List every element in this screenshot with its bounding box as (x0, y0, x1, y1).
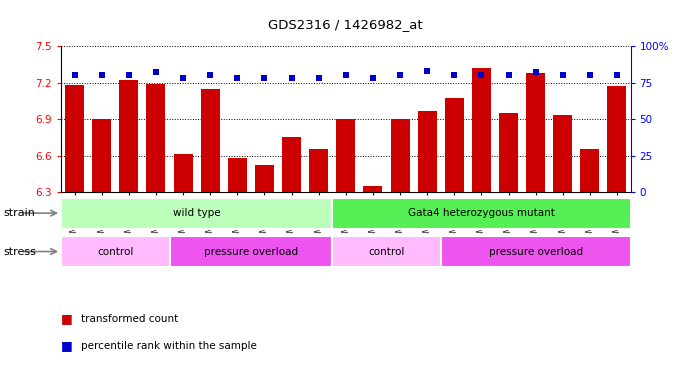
Point (123, 72, 134, 78)
Bar (363, 186, 382, 192)
Bar (201, 89, 220, 192)
Point (503, 72, 514, 78)
Text: strain: strain (3, 208, 35, 218)
Point (69, 72, 80, 78)
Bar (332, 236, 441, 267)
Text: pressure overload: pressure overload (204, 247, 298, 257)
Bar (282, 137, 301, 192)
Point (286, 75, 297, 81)
Point (449, 72, 460, 78)
Text: Gata4 heterozygous mutant: Gata4 heterozygous mutant (408, 208, 555, 218)
Text: pressure overload: pressure overload (489, 247, 582, 257)
Text: ■: ■ (61, 312, 73, 325)
Bar (526, 73, 545, 192)
Bar (391, 119, 410, 192)
Text: control: control (368, 247, 405, 257)
Point (313, 75, 324, 81)
Bar (61, 236, 170, 267)
Point (205, 72, 216, 78)
Bar (441, 236, 631, 267)
Point (367, 75, 378, 81)
Bar (580, 149, 599, 192)
Point (422, 68, 433, 74)
Bar (418, 111, 437, 192)
Text: ■: ■ (61, 339, 73, 352)
Bar (336, 119, 355, 192)
Text: transformed count: transformed count (81, 314, 178, 324)
Point (259, 75, 270, 81)
Point (476, 72, 487, 78)
Bar (119, 80, 138, 192)
Point (557, 72, 568, 78)
Bar (146, 84, 165, 192)
Bar (255, 165, 274, 192)
Text: stress: stress (3, 247, 36, 257)
Bar (92, 119, 111, 192)
Text: GDS2316 / 1426982_at: GDS2316 / 1426982_at (268, 18, 423, 31)
Point (151, 69, 161, 75)
Bar (332, 197, 631, 228)
Bar (499, 113, 518, 192)
Point (530, 69, 541, 75)
Bar (174, 154, 193, 192)
Bar (228, 158, 247, 192)
Point (395, 72, 405, 78)
Bar (553, 115, 572, 192)
Bar (607, 86, 626, 192)
Point (232, 75, 243, 81)
Point (96, 72, 107, 78)
Bar (309, 149, 328, 192)
Bar (472, 68, 491, 192)
Text: percentile rank within the sample: percentile rank within the sample (81, 341, 257, 351)
Point (178, 75, 188, 81)
Bar (61, 197, 332, 228)
Point (612, 72, 622, 78)
Bar (65, 85, 84, 192)
Text: control: control (97, 247, 134, 257)
Text: wild type: wild type (173, 208, 220, 218)
Point (340, 72, 351, 78)
Bar (445, 98, 464, 192)
Point (584, 72, 595, 78)
Bar (170, 236, 332, 267)
